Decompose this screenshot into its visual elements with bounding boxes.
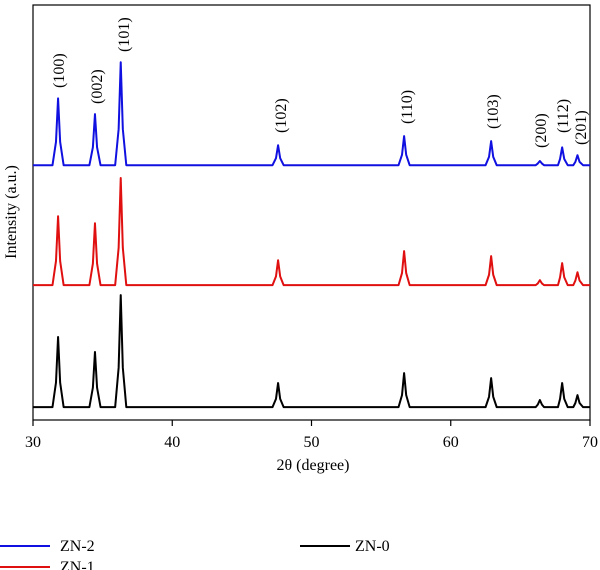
- plot-frame: [32, 4, 591, 421]
- peak-label: (112): [555, 99, 572, 133]
- legend-label: ZN-1: [60, 559, 95, 570]
- x-tick-label: 60: [443, 434, 459, 451]
- peak-label: (201): [573, 110, 590, 145]
- x-tick-label: 30: [25, 434, 41, 451]
- y-axis-label: Intensity (a.u.): [3, 165, 20, 259]
- peak-label: (200): [533, 113, 550, 148]
- legend-label: ZN-0: [355, 538, 390, 555]
- peak-label: (101): [116, 17, 133, 52]
- peak-label: (100): [51, 53, 68, 88]
- data-line: [33, 294, 590, 409]
- x-tick-label: 50: [304, 434, 320, 451]
- peak-label: (102): [273, 98, 290, 133]
- peak-label: (103): [485, 94, 502, 129]
- legend-label: ZN-2: [60, 538, 95, 555]
- peak-label: (110): [399, 90, 416, 124]
- x-axis-label: 2θ (degree): [277, 457, 350, 474]
- x-tick-label: 70: [582, 434, 598, 451]
- data-line: [33, 177, 590, 287]
- peak-label: (002): [89, 69, 106, 104]
- x-tick-label: 40: [164, 434, 180, 451]
- data-line: [33, 61, 590, 167]
